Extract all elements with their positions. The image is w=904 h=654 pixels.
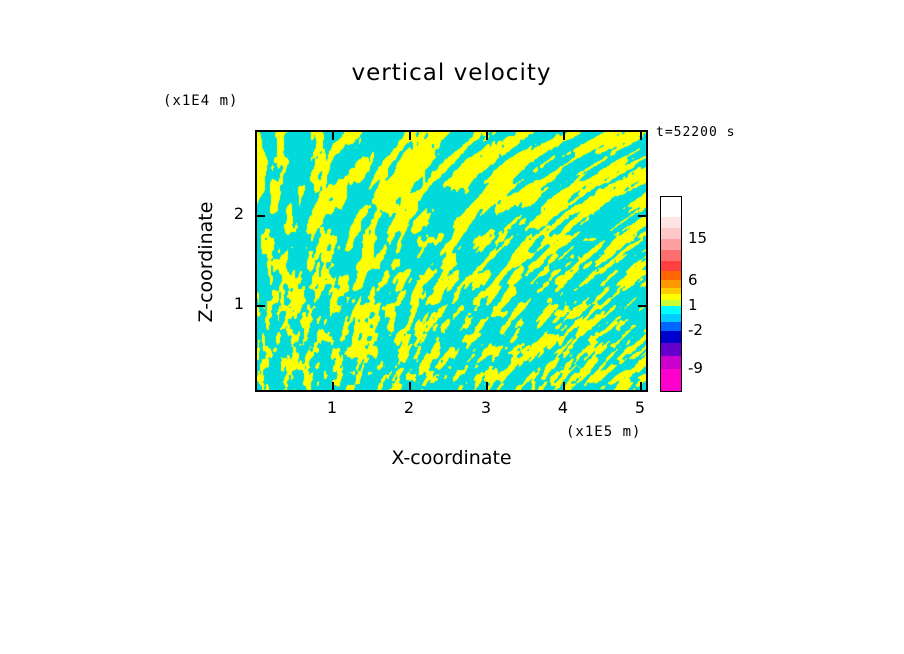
tick-mark <box>640 382 642 390</box>
colorbar-segment <box>661 239 681 250</box>
tick-mark <box>332 382 334 390</box>
colorbar-segment <box>661 331 681 343</box>
tick-mark <box>638 305 646 307</box>
colorbar-segment <box>661 288 681 294</box>
tick-mark <box>257 305 265 307</box>
y-tick-label: 1 <box>233 294 244 313</box>
x-axis-label: X-coordinate <box>391 447 512 469</box>
tick-mark <box>409 382 411 390</box>
colorbar-segment <box>661 343 681 356</box>
colorbar-label: 15 <box>688 229 708 247</box>
x-tick-label: 4 <box>557 398 569 417</box>
colorbar-label: 1 <box>688 296 698 314</box>
tick-mark <box>563 382 565 390</box>
heatmap-canvas <box>257 132 646 390</box>
colorbar-segment <box>661 300 681 306</box>
y-axis-unit: (x1E4 m) <box>163 93 239 109</box>
tick-mark <box>257 215 265 217</box>
x-tick-label: 5 <box>634 398 646 417</box>
chart-title: vertical velocity <box>351 60 552 86</box>
y-axis-label: Z-coordinate <box>195 201 217 323</box>
colorbar-segment <box>661 369 681 391</box>
colorbar-segment <box>661 217 681 228</box>
tick-mark <box>486 132 488 140</box>
colorbar-segment <box>661 197 681 217</box>
colorbar-segment <box>661 261 681 271</box>
plot-area <box>255 130 648 392</box>
x-tick-label: 2 <box>403 398 415 417</box>
colorbar-segment <box>661 271 681 280</box>
x-tick-label: 3 <box>480 398 492 417</box>
tick-mark <box>638 215 646 217</box>
time-annotation: t=52200 s <box>656 125 736 140</box>
tick-mark <box>332 132 334 140</box>
y-tick-label: 2 <box>233 204 244 223</box>
tick-mark <box>486 382 488 390</box>
colorbar <box>660 196 682 392</box>
x-tick-label: 1 <box>326 398 338 417</box>
tick-mark <box>409 132 411 140</box>
colorbar-label: -2 <box>688 321 703 339</box>
tick-mark <box>640 132 642 140</box>
colorbar-label: 6 <box>688 271 698 289</box>
colorbar-segment <box>661 306 681 314</box>
tick-mark <box>563 132 565 140</box>
colorbar-segment <box>661 294 681 300</box>
colorbar-segment <box>661 280 681 288</box>
colorbar-segment <box>661 314 681 322</box>
colorbar-label: -9 <box>688 359 703 377</box>
colorbar-segment <box>661 250 681 261</box>
colorbar-segment <box>661 356 681 369</box>
x-axis-unit: (x1E5 m) <box>566 424 642 440</box>
colorbar-segment <box>661 322 681 331</box>
colorbar-segment <box>661 228 681 239</box>
